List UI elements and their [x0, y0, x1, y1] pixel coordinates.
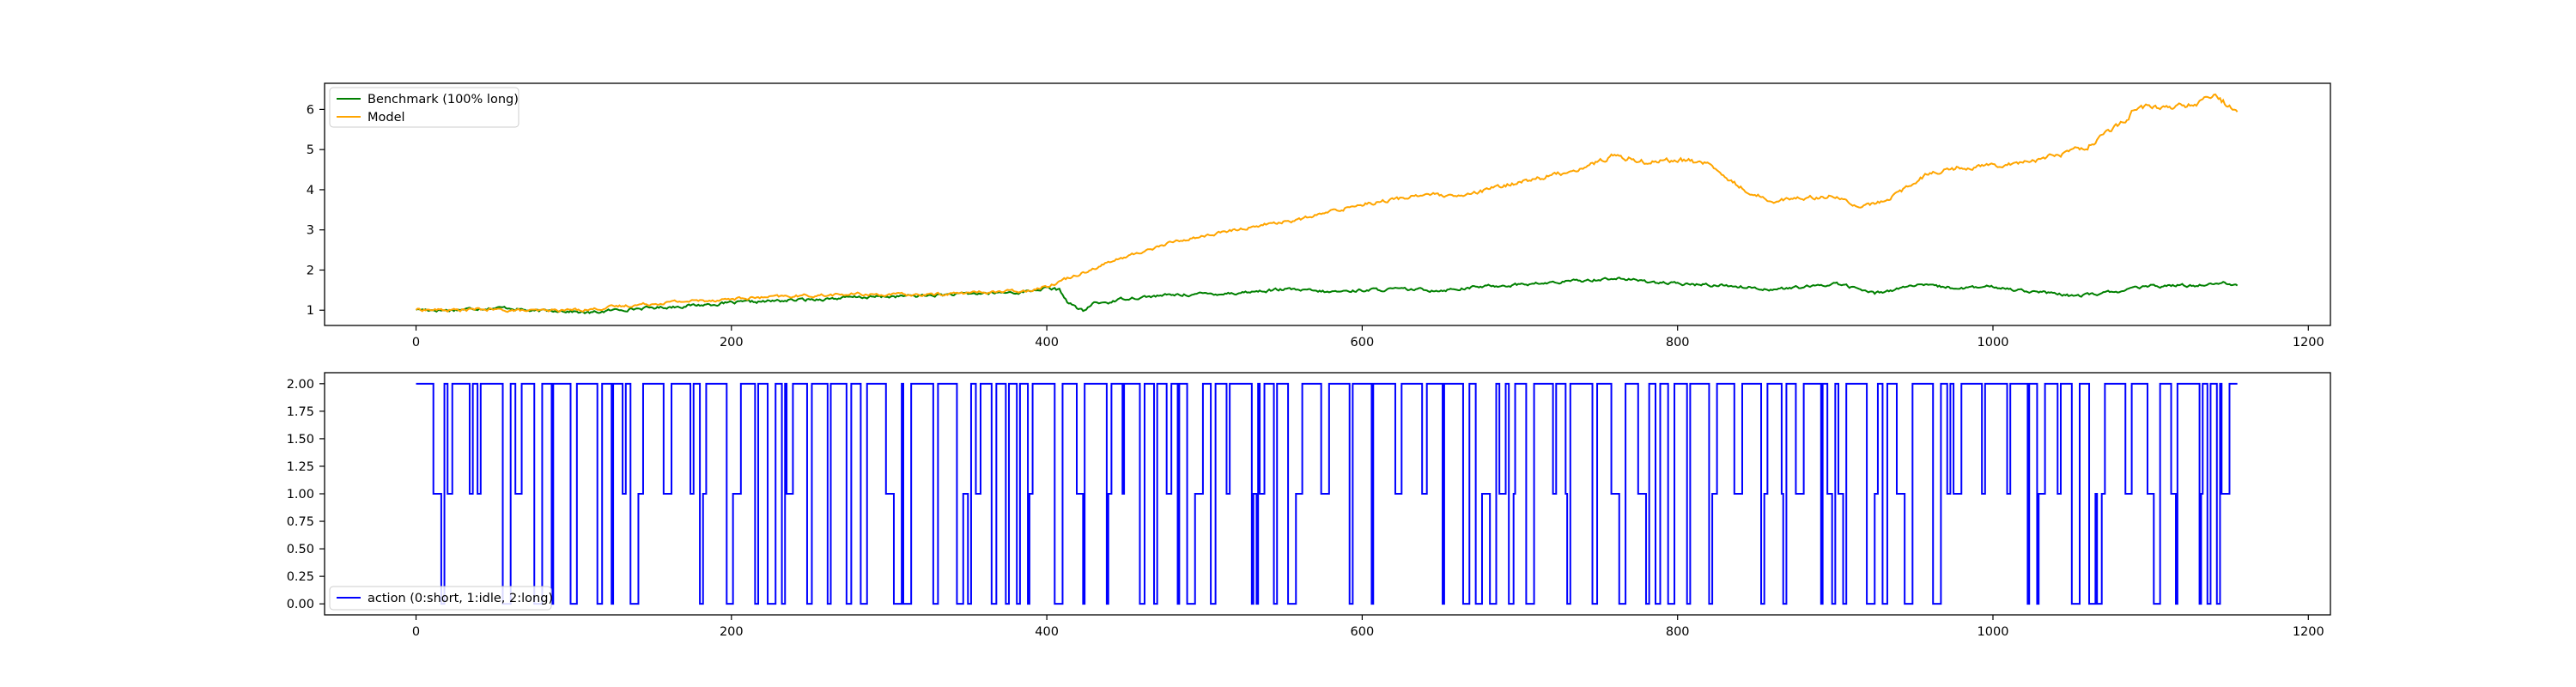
top-ytick-label: 2 — [307, 264, 314, 277]
top-legend-box — [329, 87, 519, 128]
top-ytick-label: 5 — [307, 143, 314, 157]
top-ytick-label: 3 — [307, 224, 314, 238]
top-ytick-label: 1 — [307, 304, 314, 318]
top-legend: Benchmark (100% long) Model — [329, 87, 519, 128]
bottom-y-ticks: 0.00 0.25 0.50 0.75 1.00 1.25 1.50 1.75 2.00 — [287, 378, 325, 611]
bottom-series-layer — [416, 382, 2238, 605]
top-series-layer — [415, 93, 2239, 314]
top-y-ticks: 1 2 3 4 5 6 — [307, 103, 325, 318]
bottom-xtick-label: 0 — [412, 625, 420, 639]
top-xtick-label: 800 — [1666, 336, 1690, 350]
bottom-ytick-label: 0.75 — [287, 515, 314, 529]
bottom-legend: action (0:short, 1:idle, 2:long) — [329, 586, 553, 611]
series-line-model — [415, 93, 2239, 313]
bottom-xtick-label: 600 — [1351, 625, 1375, 639]
bottom-ytick-label: 2.00 — [287, 378, 314, 392]
top-xtick-label: 400 — [1035, 336, 1059, 350]
top-axes-frame — [324, 82, 2331, 326]
bottom-xtick-label: 1200 — [2293, 625, 2324, 639]
legend-label-action: action (0:short, 1:idle, 2:long) — [368, 592, 553, 605]
top-xtick-label: 1200 — [2293, 336, 2324, 350]
top-xtick-label: 0 — [412, 336, 420, 350]
bottom-legend-box — [329, 586, 552, 611]
top-ytick-label: 4 — [307, 184, 314, 198]
legend-label-model: Model — [368, 111, 405, 125]
bottom-ytick-label: 0.50 — [287, 543, 314, 556]
top-chart: 0 200 400 600 800 1000 1200 1 2 3 4 5 6 Benchmark (… — [307, 82, 2331, 350]
bottom-ytick-label: 1.00 — [287, 488, 314, 502]
bottom-chart: 0 200 400 600 800 1000 1200 0.00 0.25 0.50 0.75 1.… — [287, 372, 2331, 639]
bottom-xtick-label: 1000 — [1978, 625, 2009, 639]
top-xtick-label: 200 — [720, 336, 744, 350]
bottom-xtick-label: 200 — [720, 625, 744, 639]
top-ytick-label: 6 — [307, 103, 314, 117]
top-x-ticks: 0 200 400 600 800 1000 1200 — [412, 325, 2324, 350]
bottom-ytick-label: 1.75 — [287, 405, 314, 419]
legend-label-benchmark: Benchmark (100% long) — [368, 93, 519, 106]
bottom-ytick-label: 0.25 — [287, 570, 314, 584]
series-line-benchmark — [415, 277, 2239, 314]
bottom-x-ticks: 0 200 400 600 800 1000 1200 — [412, 615, 2324, 639]
bottom-ytick-label: 1.50 — [287, 433, 314, 447]
bottom-xtick-label: 400 — [1035, 625, 1059, 639]
top-xtick-label: 600 — [1351, 336, 1375, 350]
top-xtick-label: 1000 — [1978, 336, 2009, 350]
bottom-ytick-label: 0.00 — [287, 598, 314, 611]
bottom-xtick-label: 800 — [1666, 625, 1690, 639]
bottom-ytick-label: 1.25 — [287, 460, 314, 474]
series-line-action — [416, 382, 2238, 605]
